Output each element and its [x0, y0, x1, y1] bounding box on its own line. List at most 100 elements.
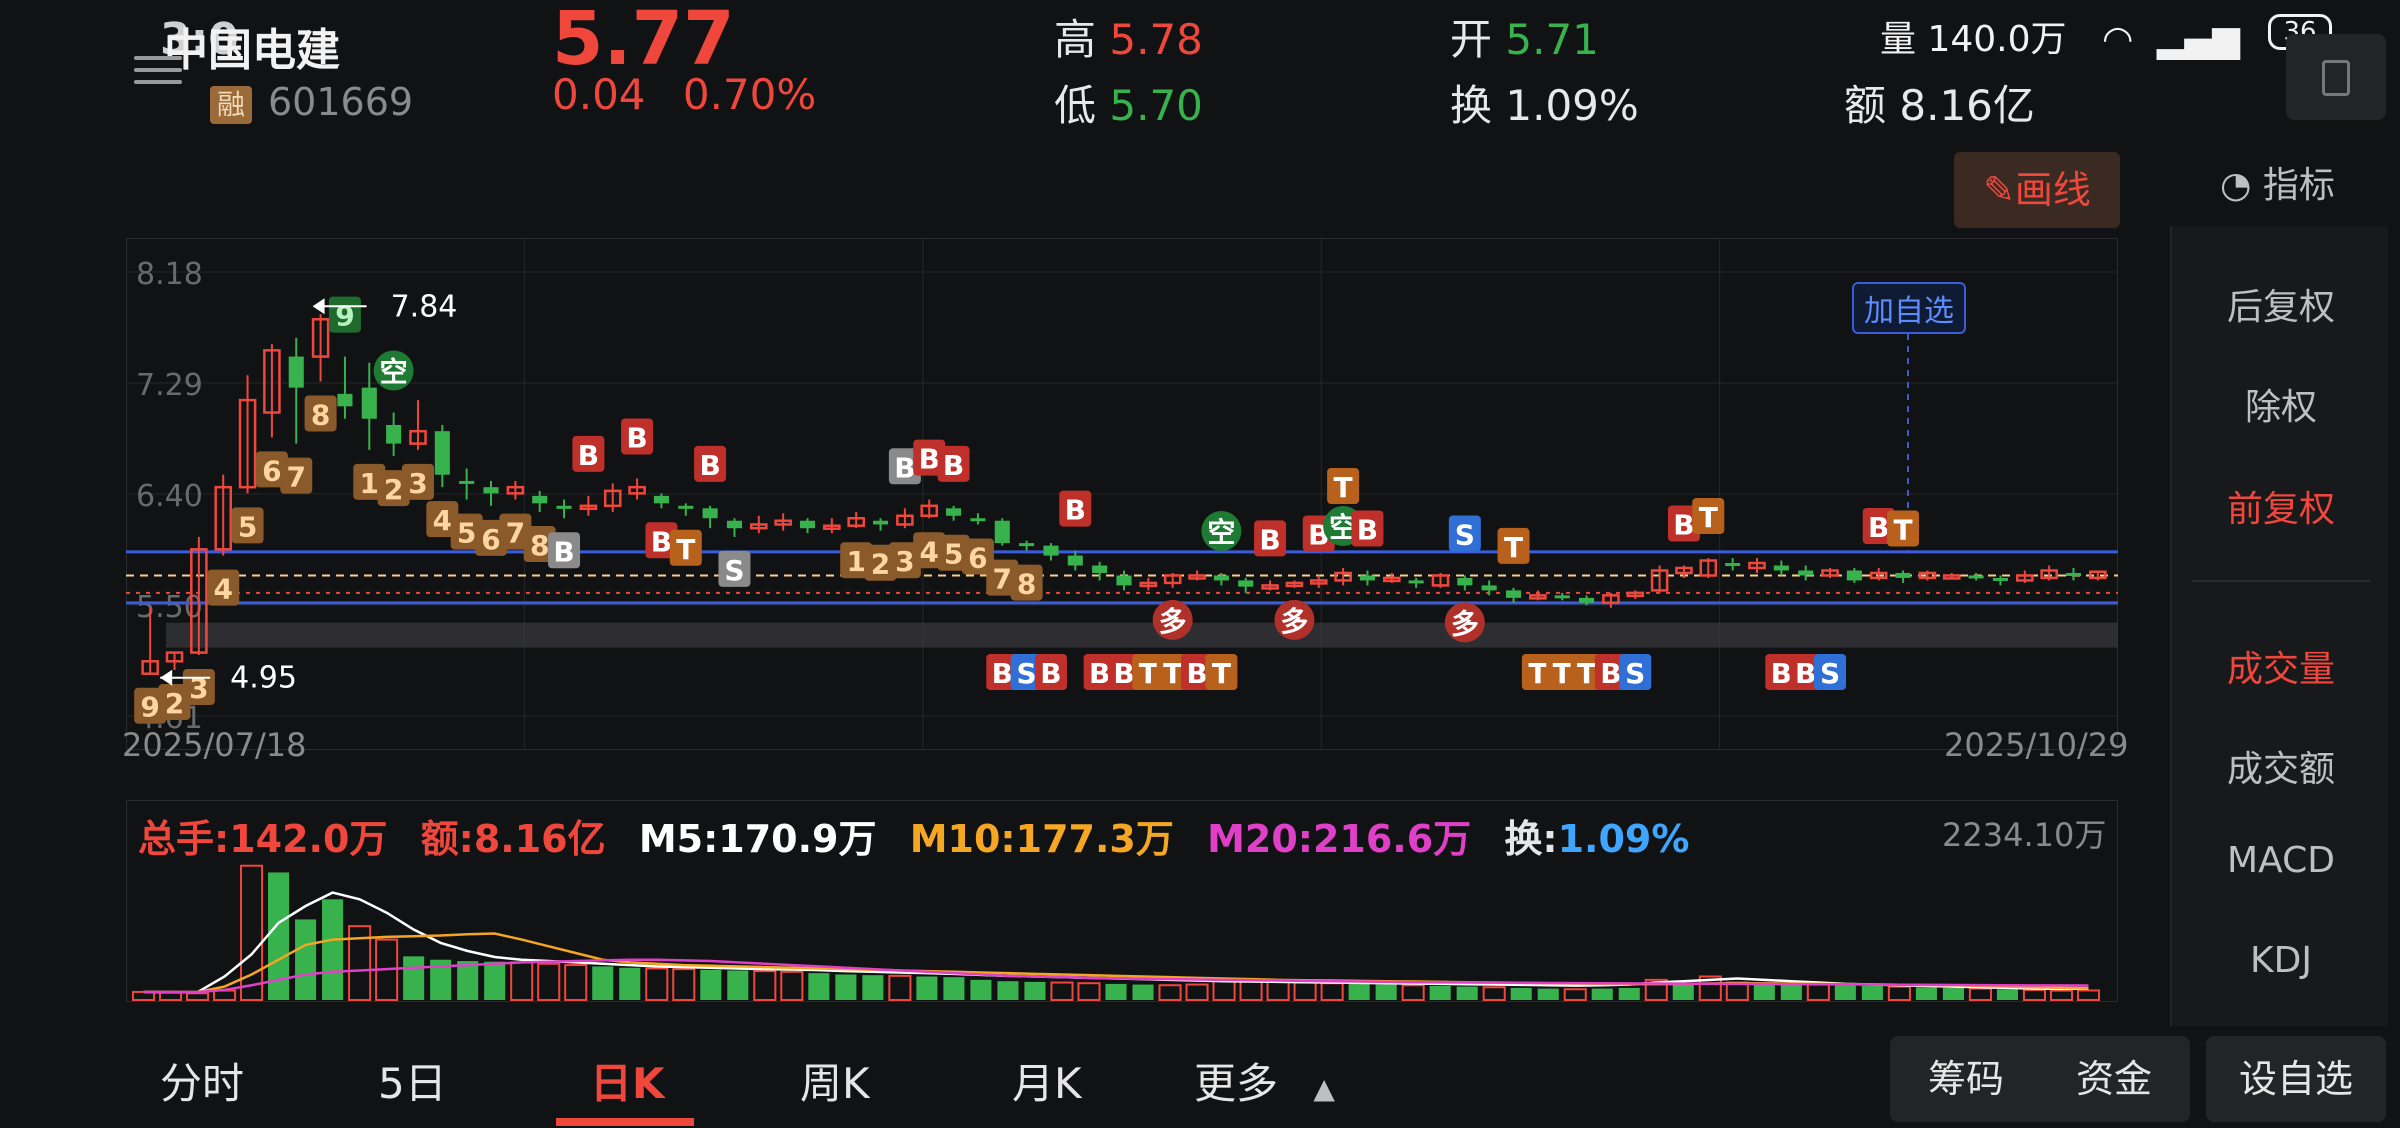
fund-button[interactable]: 资金 — [2076, 1057, 2153, 1101]
y-tick-label: 8.18 — [136, 257, 203, 292]
signal-label: B — [919, 443, 940, 476]
signal-label: 3 — [895, 545, 914, 578]
candle-body — [1579, 597, 1595, 603]
signal-box — [669, 529, 702, 566]
y-tick-label: 6.40 — [136, 479, 203, 514]
add-watchlist-button[interactable]: 设自选 — [2206, 1036, 2386, 1122]
volume-bar — [1942, 987, 1964, 1000]
signal-label: 2 — [165, 687, 184, 720]
candle-body — [1163, 574, 1182, 585]
candle-body — [263, 349, 281, 414]
volume-bar — [1780, 983, 1802, 1000]
sidebar-item-amount[interactable]: 成交额 — [2226, 749, 2335, 790]
volume-bar — [1348, 983, 1370, 1000]
signal-label: B — [1186, 657, 1207, 690]
candle-body — [1725, 563, 1741, 567]
signal-box — [1156, 654, 1189, 690]
candle-body — [190, 548, 208, 654]
candle-body — [2015, 574, 2034, 582]
volume-bar — [564, 964, 588, 1001]
signal-marker-B: B — [1667, 505, 1700, 542]
volume-bar — [916, 976, 938, 1000]
sidebar-item-ex-rights[interactable]: 除权 — [2244, 387, 2317, 428]
signal-marker-2: 2 — [377, 470, 410, 507]
amount-stat: 额 8.16亿 — [1844, 72, 2035, 133]
tab-5day[interactable]: 5日 — [378, 1059, 447, 1108]
volume-bar — [2076, 989, 2101, 1001]
sidebar-item-macd[interactable]: MACD — [2227, 840, 2335, 881]
indicator-button[interactable]: ◔ 指标 — [2220, 156, 2335, 208]
caret-up-icon: ▲ — [1313, 1072, 1335, 1105]
signal-marker-B: B — [548, 532, 581, 569]
signal-label: T — [1334, 471, 1353, 504]
tab-weekly-k[interactable]: 周K — [800, 1059, 870, 1108]
signal-box — [280, 457, 313, 494]
min-label: 4.95 — [230, 661, 297, 696]
signal-marker-3: 3 — [182, 669, 215, 706]
volume-bar — [727, 970, 749, 1000]
candle-body — [1675, 566, 1693, 575]
signal-label: S — [1455, 518, 1475, 551]
volume-bar — [672, 968, 696, 1001]
signal-marker-多: 多 — [1274, 599, 1315, 640]
signal-marker-B: B — [1083, 654, 1116, 690]
volume-bar — [537, 962, 561, 1001]
price-change: 0.04 0.70% — [552, 70, 816, 119]
signal-label: 8 — [530, 529, 549, 562]
chip-button[interactable]: 筹码 — [1927, 1057, 2004, 1101]
candle-body — [1139, 581, 1158, 588]
candle-body — [1699, 559, 1718, 577]
signal-box — [1692, 498, 1725, 535]
signal-marker-B: B — [1862, 508, 1895, 544]
candle-body — [1650, 569, 1669, 592]
sidebar-item-back-adjust[interactable]: 后复权 — [2226, 287, 2335, 328]
signal-box — [304, 395, 337, 432]
signal-label: B — [943, 449, 964, 482]
signal-marker-B: B — [1059, 490, 1092, 527]
volume-bar — [619, 967, 641, 1000]
add-watch-tag[interactable]: 加自选 — [1852, 282, 1966, 334]
volume-bar — [1915, 987, 1937, 1000]
sidebar-item-kdj[interactable]: KDJ — [2250, 940, 2312, 981]
signal-marker-S: S — [718, 550, 751, 587]
signal-marker-T: T — [1156, 654, 1189, 690]
open-stat: 开 5.71 — [1450, 6, 1599, 67]
volume-bar — [1887, 985, 1911, 1002]
tab-daily-k[interactable]: 日K — [590, 1059, 665, 1108]
signal-marker-S: S — [1010, 654, 1043, 690]
signal-label: 空 — [1207, 516, 1235, 549]
tab-intraday[interactable]: 分时 — [160, 1059, 245, 1108]
signal-marker-T: T — [1327, 468, 1360, 504]
volume-bar — [1185, 983, 1209, 1002]
tab-monthly-k[interactable]: 月K — [1012, 1059, 1082, 1108]
signal-label: S — [1017, 657, 1037, 690]
candle-body — [1505, 590, 1522, 598]
signal-box — [1765, 654, 1798, 690]
signal-box — [1862, 508, 1895, 544]
volume-bar — [1834, 985, 1856, 1000]
signal-box — [1205, 654, 1238, 690]
sidebar-item-volume[interactable]: 成交量 — [2226, 649, 2335, 690]
volume-bar — [1537, 988, 1559, 1000]
signal-marker-B: B — [1765, 654, 1798, 690]
draw-line-label: 画线 — [2014, 168, 2091, 212]
signal-marker-B: B — [572, 435, 605, 472]
menu-icon[interactable] — [134, 48, 182, 88]
sidebar-item-forward-adjust[interactable]: 前复权 — [2226, 489, 2335, 530]
volume-bar — [835, 974, 857, 1000]
gauge-icon: ◔ — [2220, 165, 2252, 206]
signal-marker-4: 4 — [426, 501, 459, 538]
draw-line-button[interactable]: ✎画线 — [1954, 152, 2120, 228]
signal-box — [1546, 654, 1579, 690]
volume-bar — [943, 977, 965, 1000]
landscape-button[interactable] — [2286, 34, 2386, 120]
signal-label: T — [1894, 513, 1913, 546]
volume-bar — [457, 961, 479, 1000]
signal-label: 空 — [380, 356, 408, 389]
x-end-date: 2025/10/29 — [1944, 726, 2129, 764]
candle-body — [1408, 580, 1424, 584]
tab-more[interactable]: 更多 ▲ — [1194, 1050, 1335, 1111]
signal-box — [840, 542, 873, 579]
signal-marker-B: B — [888, 448, 921, 485]
